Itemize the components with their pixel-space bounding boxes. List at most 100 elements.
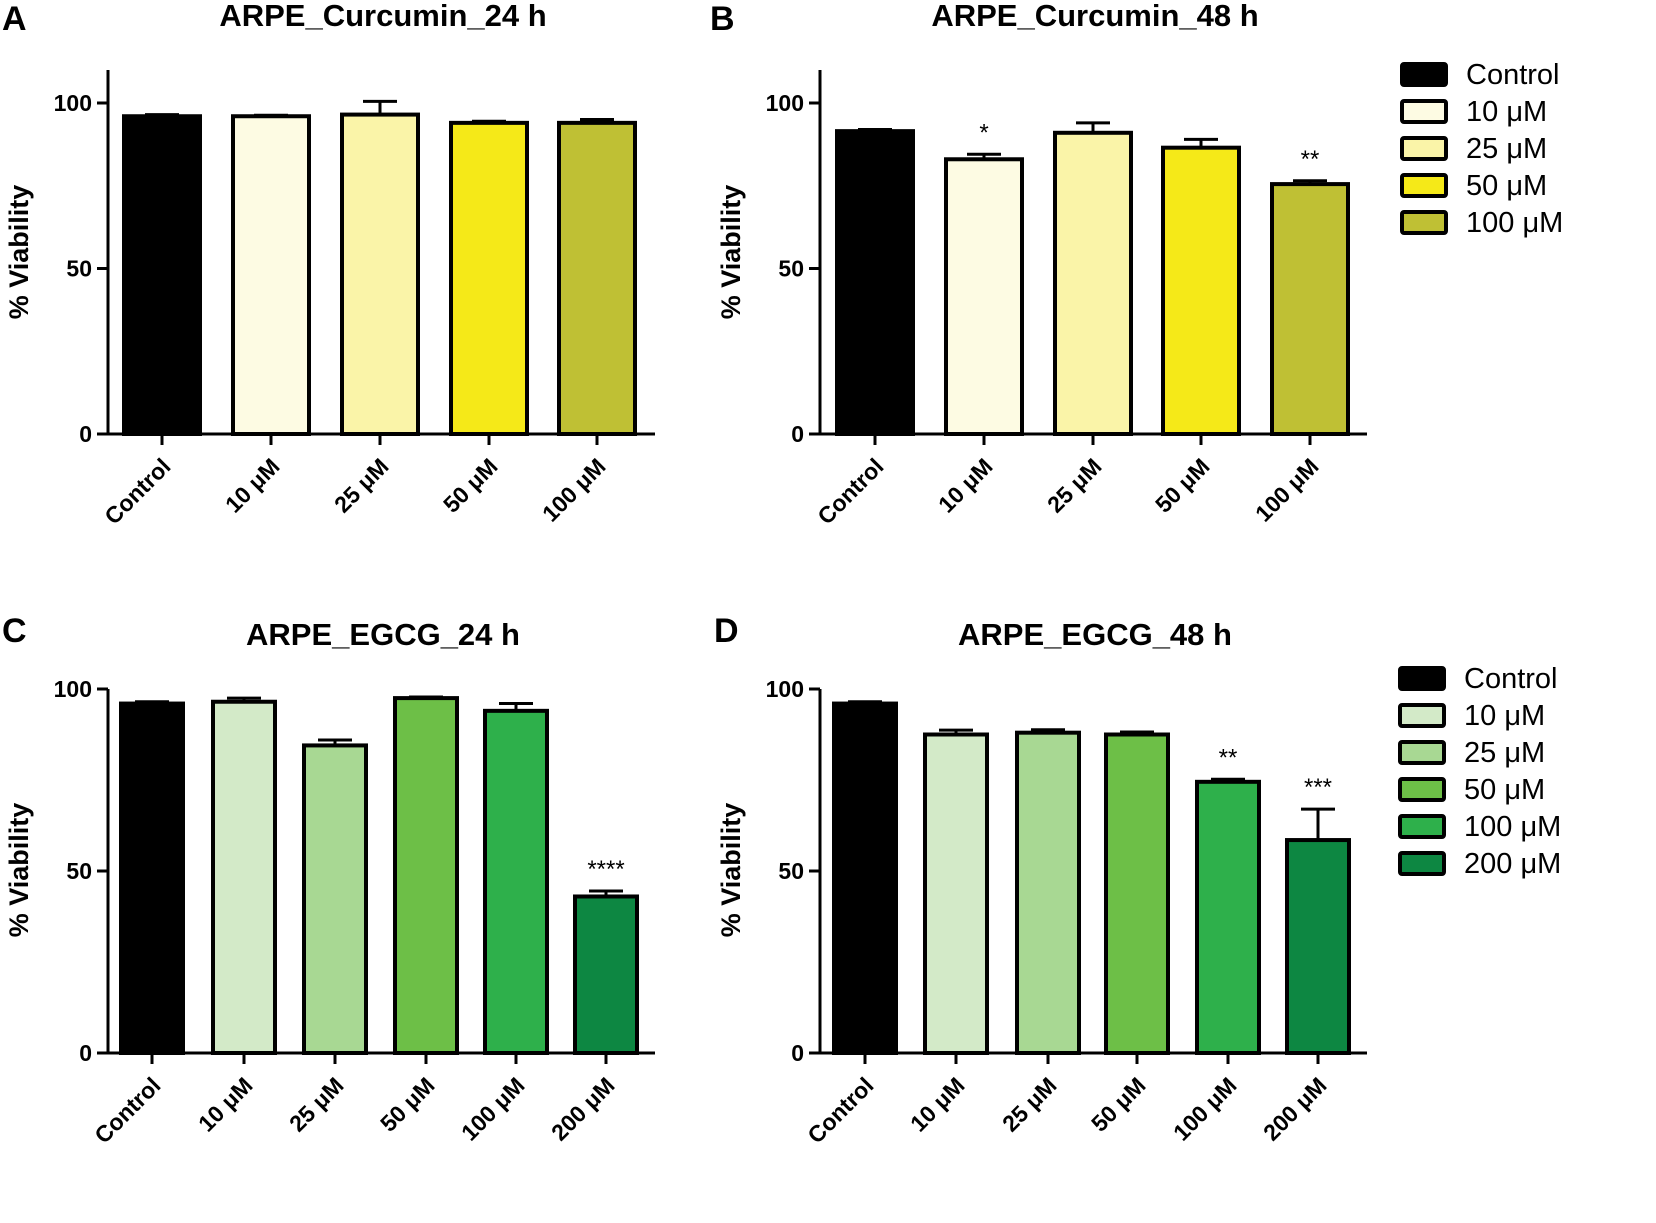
x-tick-label: 200 μM: [546, 1072, 620, 1146]
legend-label: 25 μM: [1466, 133, 1547, 165]
bar: [1270, 182, 1350, 436]
x-tick-label: 100 μM: [1168, 1072, 1242, 1146]
bar: [302, 743, 368, 1055]
y-tick-label: 0: [79, 421, 92, 447]
panel-letter: C: [2, 612, 27, 650]
legend-label: 10 μM: [1466, 96, 1547, 128]
x-tick-label: Control: [99, 453, 175, 529]
y-tick-label: 100: [766, 90, 804, 116]
y-tick-label: 100: [54, 90, 92, 116]
x-tick-label: 10 μM: [220, 453, 285, 518]
legend-swatch: [1398, 666, 1446, 691]
y-tick-label: 0: [791, 421, 804, 447]
chart-title: ARPE_EGCG_48 h: [958, 617, 1232, 652]
y-tick-label: 0: [791, 1040, 804, 1066]
bar: [835, 129, 915, 436]
x-tick-label: 50 μM: [1150, 453, 1215, 518]
legend-swatch: [1398, 740, 1446, 765]
legend-label: 100 μM: [1466, 207, 1563, 239]
x-tick-label: Control: [812, 453, 888, 529]
x-tick-label: 50 μM: [1086, 1072, 1151, 1137]
legend-label: 50 μM: [1466, 170, 1547, 202]
y-axis-label: % Viability: [716, 185, 746, 320]
legend-swatch: [1400, 99, 1448, 124]
panel-letter: A: [2, 0, 27, 38]
x-tick-label: 25 μM: [329, 453, 394, 518]
bar: [231, 114, 311, 437]
bar: [119, 701, 185, 1055]
y-tick-label: 50: [778, 256, 804, 282]
chart-title: ARPE_Curcumin_48 h: [931, 0, 1258, 33]
legend: Control 10 μM 25 μM 50 μM 100 μM: [1400, 59, 1563, 239]
legend-swatch: [1398, 851, 1446, 876]
legend-label: Control: [1464, 663, 1558, 695]
bar: [1161, 145, 1241, 436]
chart-title: ARPE_EGCG_24 h: [246, 617, 520, 652]
legend-label: 25 μM: [1464, 737, 1545, 769]
bar: [211, 699, 277, 1055]
panel-letter: D: [714, 612, 739, 650]
significance-mark: **: [1219, 744, 1238, 771]
legend-swatch: [1398, 777, 1446, 802]
chart-panel-b: B ARPE_Curcumin_48 h % Viability 0 50 100 Cont…: [710, 0, 1563, 529]
chart-panel-d: D ARPE_EGCG_48 h % Viability 0 50 100 Control 1…: [714, 612, 1561, 1148]
bar: [923, 732, 989, 1055]
chart-panel-c: C ARPE_EGCG_24 h % Viability 0 50 100 Control 1…: [2, 612, 655, 1148]
chart-panel-a: A ARPE_Curcumin_24 h % Viability 0 50 100 Cont…: [2, 0, 655, 529]
legend-swatch: [1400, 173, 1448, 198]
bar: [1015, 730, 1081, 1055]
panel-letter: B: [710, 0, 735, 38]
significance-mark: ***: [1304, 774, 1332, 801]
x-tick-label: Control: [89, 1072, 165, 1148]
bar: [557, 120, 637, 437]
x-tick-label: 10 μM: [193, 1072, 258, 1137]
y-tick-label: 50: [66, 256, 92, 282]
y-tick-label: 100: [54, 676, 92, 702]
legend-swatch: [1400, 62, 1448, 87]
x-tick-label: 100 μM: [1250, 453, 1324, 527]
bar: [1053, 130, 1133, 436]
y-tick-label: 50: [66, 858, 92, 884]
y-tick-label: 0: [79, 1040, 92, 1066]
x-tick-label: 25 μM: [1042, 453, 1107, 518]
legend: Control 10 μM 25 μM 50 μM 100 μM 200 μM: [1398, 663, 1561, 880]
legend-label: Control: [1466, 59, 1560, 91]
significance-mark: ****: [587, 856, 624, 883]
x-tick-label: 25 μM: [997, 1072, 1062, 1137]
y-axis-label: % Viability: [4, 185, 34, 320]
legend-swatch: [1400, 210, 1448, 235]
x-tick-label: Control: [802, 1072, 878, 1148]
bar: [573, 894, 639, 1055]
legend-swatch: [1398, 703, 1446, 728]
bar: [1104, 732, 1170, 1055]
bar: [1195, 779, 1261, 1055]
x-tick-label: 10 μM: [933, 453, 998, 518]
chart-title: ARPE_Curcumin_24 h: [219, 0, 546, 33]
bar: [449, 120, 529, 437]
legend-label: 100 μM: [1464, 811, 1561, 843]
bar: [122, 114, 202, 437]
bar: [944, 157, 1024, 437]
bar: [483, 708, 549, 1056]
x-tick-label: 100 μM: [456, 1072, 530, 1146]
significance-mark: *: [979, 119, 988, 146]
y-axis-label: % Viability: [4, 803, 34, 938]
legend-label: 10 μM: [1464, 700, 1545, 732]
legend-label: 200 μM: [1464, 848, 1561, 880]
x-tick-label: 200 μM: [1258, 1072, 1332, 1146]
legend-swatch: [1400, 136, 1448, 161]
y-tick-label: 100: [766, 676, 804, 702]
significance-mark: **: [1301, 146, 1320, 173]
x-tick-label: 100 μM: [537, 453, 611, 527]
bar: [340, 112, 420, 437]
x-tick-label: 50 μM: [375, 1072, 440, 1137]
x-tick-label: 10 μM: [905, 1072, 970, 1137]
x-tick-label: 50 μM: [438, 453, 503, 518]
bar: [832, 701, 898, 1055]
x-tick-label: 25 μM: [284, 1072, 349, 1137]
y-tick-label: 50: [778, 858, 804, 884]
bar: [1285, 838, 1351, 1055]
legend-label: 50 μM: [1464, 774, 1545, 806]
